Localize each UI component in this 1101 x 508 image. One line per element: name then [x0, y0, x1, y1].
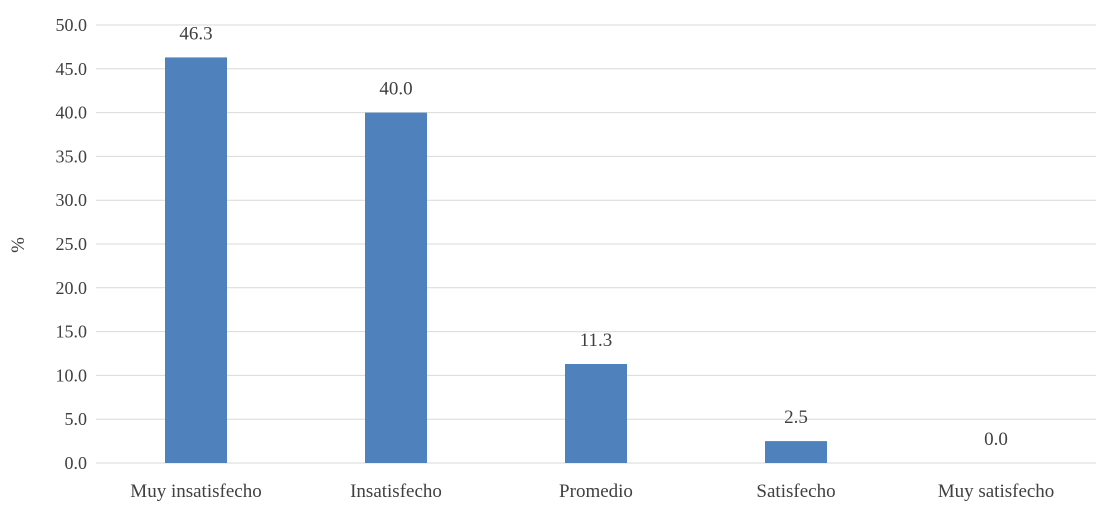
bars — [165, 57, 827, 464]
bar-value-label: 2.5 — [784, 407, 808, 428]
y-tick-label: 45.0 — [56, 59, 88, 79]
x-category-label: Muy satisfecho — [938, 481, 1055, 502]
y-tick-label: 5.0 — [65, 409, 88, 429]
y-tick-label: 30.0 — [56, 190, 88, 210]
bar-value-label: 46.3 — [179, 23, 212, 44]
y-tick-label: 35.0 — [56, 146, 88, 166]
bar — [565, 364, 627, 463]
bar — [765, 441, 827, 463]
y-axis-title: % — [8, 237, 29, 253]
y-axis-ticks: 0.0 5.0 10.0 15.0 20.0 25.0 30.0 35.0 40.0 45.0 50… — [56, 15, 88, 473]
bar-value-label: 11.3 — [580, 330, 613, 351]
x-category-label: Satisfecho — [756, 481, 835, 502]
y-tick-label: 15.0 — [56, 322, 88, 342]
y-tick-label: 10.0 — [56, 365, 88, 385]
y-tick-label: 0.0 — [65, 453, 88, 473]
bar — [365, 112, 427, 463]
x-category-label: Insatisfecho — [350, 481, 442, 502]
bar-value-label: 40.0 — [379, 79, 412, 100]
data-labels: 46.3 40.0 11.3 2.5 0.0 — [179, 23, 1008, 450]
y-tick-label: 40.0 — [56, 103, 88, 123]
y-tick-label: 20.0 — [56, 278, 88, 298]
x-category-label: Muy insatisfecho — [130, 481, 261, 502]
x-axis-categories: Muy insatisfecho Insatisfecho Promedio Sati… — [130, 481, 1054, 502]
y-tick-label: 50.0 — [56, 15, 88, 35]
gridlines — [96, 24, 1096, 464]
x-category-label: Promedio — [559, 481, 633, 502]
bar-value-label: 0.0 — [984, 429, 1008, 450]
y-tick-label: 25.0 — [56, 234, 88, 254]
bar — [165, 57, 227, 464]
